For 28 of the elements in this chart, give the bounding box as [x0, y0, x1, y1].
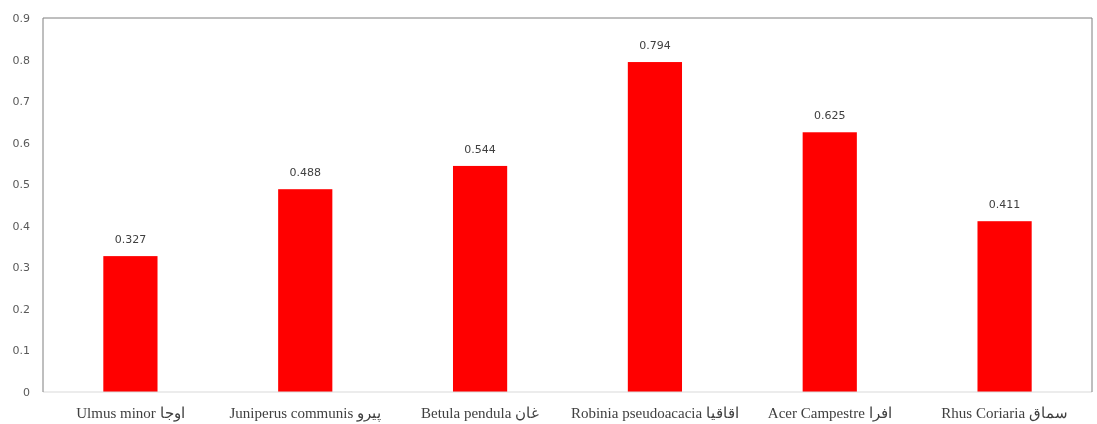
y-tick-label: 0.3: [12, 261, 30, 275]
x-tick-label: Acer Campestre افرا: [767, 405, 892, 422]
x-tick-label: Ulmus minor اوجا: [76, 405, 185, 422]
y-tick-label: 0.9: [12, 12, 30, 25]
bar: [278, 189, 333, 392]
data-label: 0.327: [114, 233, 147, 247]
x-tick-label: Juniperus communis پیرو: [229, 405, 381, 422]
y-tick-label: 0.8: [12, 53, 30, 67]
bar: [802, 132, 857, 392]
x-tick-label: Betula pendula غان: [421, 405, 540, 421]
y-tick-label: 0.2: [12, 302, 30, 316]
y-tick-label: 0.4: [12, 219, 30, 233]
data-label: 0.488: [289, 166, 321, 180]
y-tick-label: 0.6: [12, 136, 30, 150]
bar: [627, 62, 683, 392]
bar: [452, 165, 508, 392]
data-label: 0.625: [814, 109, 846, 123]
y-tick-label: 0.7: [12, 95, 30, 109]
bar: [103, 256, 158, 392]
y-tick-label: 0: [23, 386, 30, 399]
y-tick-label: 0.5: [12, 178, 30, 192]
data-label: 0.411: [988, 198, 1021, 212]
data-label: 0.544: [464, 142, 496, 156]
bar: [977, 221, 1032, 392]
data-label: 0.794: [639, 39, 671, 53]
x-tick-label: Robinia pseudoacacia اقاقیا: [570, 405, 739, 421]
y-tick-label: 0.1: [12, 344, 30, 358]
x-tick-label: Rhus Coriaria سماق: [941, 405, 1068, 422]
